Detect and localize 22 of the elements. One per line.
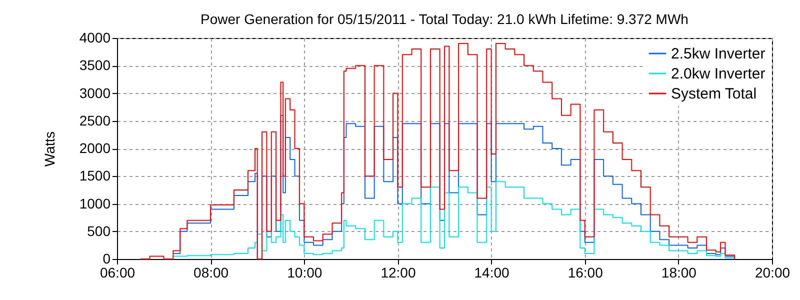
x-tick-label: 08:00 — [194, 264, 229, 280]
x-tick-label: 16:00 — [568, 264, 604, 280]
y-tick-label: 1000 — [79, 195, 111, 212]
y-tick-label: 2500 — [79, 112, 111, 128]
y-tick-label: 1500 — [79, 168, 111, 184]
x-tick-label: 14:00 — [474, 264, 510, 280]
x-tick-label: 06:00 — [100, 264, 136, 280]
x-tick-label: 12:00 — [380, 264, 416, 280]
x-tick-label: 18:00 — [661, 264, 697, 280]
x-tick-label: 10:00 — [287, 264, 322, 280]
y-axis-title: Watts — [41, 131, 58, 167]
y-tick-label: 500 — [87, 222, 111, 239]
y-tick-label: 2000 — [79, 140, 111, 156]
legend-label: 2.5kw Inverter — [671, 46, 766, 62]
chart-title: Power Generation for 05/15/2011 - Total Today: 21.0 kWh Lifetime: 9.372 MWh — [200, 11, 688, 27]
y-tick-label: 3500 — [79, 57, 111, 74]
legend-label: System Total — [671, 86, 757, 102]
x-tick-label: 20:00 — [754, 264, 790, 280]
y-tick-label: 4000 — [79, 30, 111, 46]
y-tick-label: 3000 — [79, 84, 111, 101]
y-tick-label: 0 — [102, 250, 111, 266]
legend-label: 2.0kw Inverter — [671, 66, 766, 82]
